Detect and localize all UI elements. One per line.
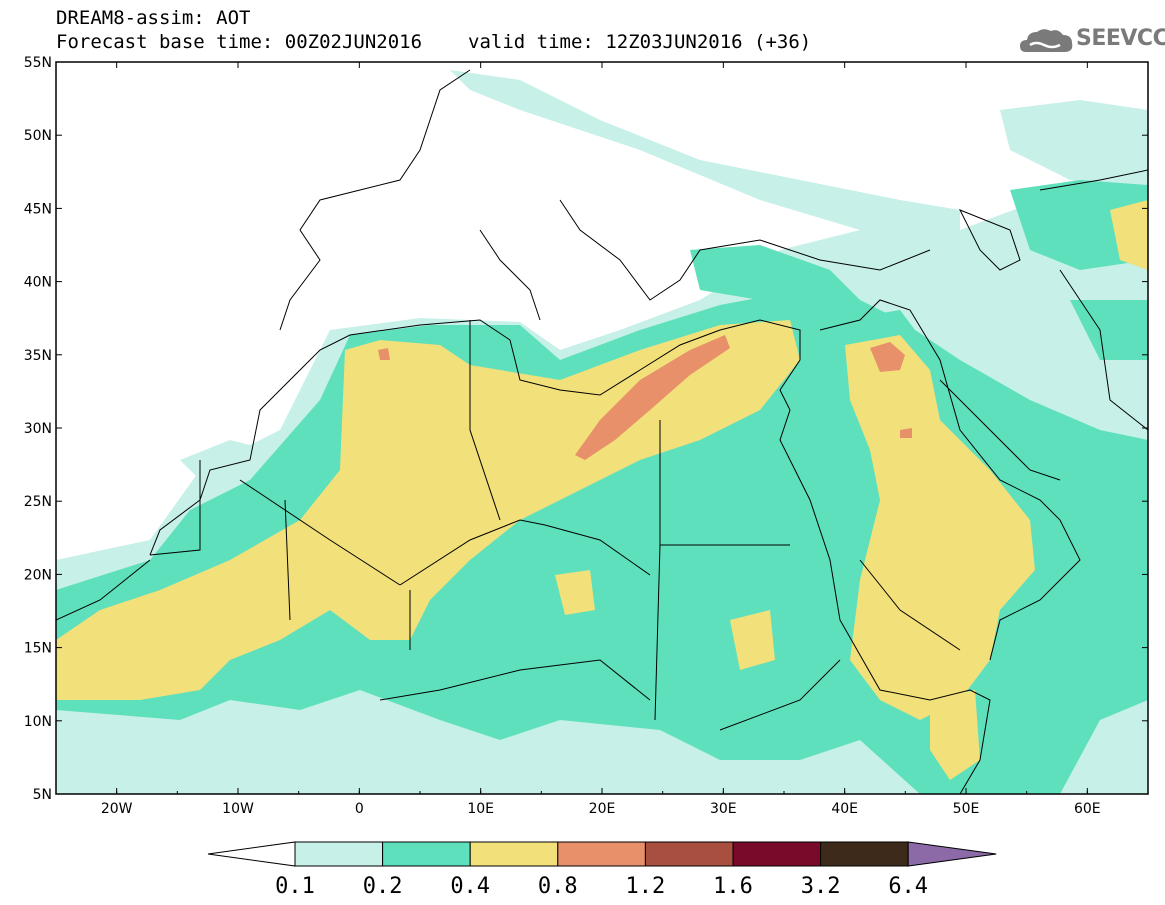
colorbar-label: 3.2 (801, 874, 841, 899)
colorbar-label: 6.4 (888, 874, 928, 899)
lon-label: 50E (953, 801, 980, 817)
colorbar: 0.1 0.2 0.4 0.8 1.2 1.6 3.2 6.4 (207, 841, 997, 899)
aot-field (56, 70, 1148, 794)
lat-label: 20N (24, 567, 52, 583)
lon-label: 10W (222, 801, 254, 817)
cloud-icon (1020, 29, 1073, 52)
colorbar-swatch (644, 841, 734, 867)
colorbar-label: 0.8 (538, 874, 578, 899)
colorbar-label: 0.4 (450, 874, 490, 899)
valid-time: valid time: 12Z03JUN2016 (+36) (468, 31, 812, 53)
lat-label: 25N (24, 494, 52, 510)
colorbar-label: 0.2 (363, 874, 403, 899)
colorbar-lower-arrow (207, 841, 296, 867)
lat-label: 10N (24, 714, 52, 730)
colorbar-label: 1.6 (713, 874, 753, 899)
lat-label: 30N (24, 421, 52, 437)
lat-label: 15N (24, 641, 52, 657)
logo-text: SEEVCCC (1076, 26, 1165, 51)
lon-label: 30E (710, 801, 737, 817)
lon-label: 10E (467, 801, 494, 817)
colorbar-swatch (557, 841, 646, 867)
base-time: Forecast base time: 00Z02JUN2016 (56, 31, 423, 53)
lon-label: 60E (1074, 801, 1101, 817)
lon-label: 20W (101, 801, 133, 817)
colorbar-swatch (382, 841, 471, 867)
lat-label: 55N (24, 55, 52, 71)
colorbar-label: 1.2 (626, 874, 666, 899)
colorbar-label: 0.1 (275, 874, 315, 899)
lat-label: 40N (24, 275, 52, 291)
map-title: DREAM8-assim: AOT (56, 7, 251, 29)
lon-label: 0 (355, 801, 364, 817)
lat-label: 35N (24, 348, 52, 364)
lon-label: 20E (589, 801, 616, 817)
coastlines (56, 69, 1148, 794)
latitude-axis: 55N 50N 45N 40N 35N 30N 25N 20N 15N 10N 5N (24, 55, 1148, 803)
lat-label: 5N (33, 787, 52, 803)
longitude-axis: 20W 10W 0 10E 20E 30E 40E 50E 60E (55, 62, 1149, 817)
seevccc-logo: SEEVCCC (1018, 24, 1165, 58)
colorbar-swatch (469, 841, 559, 867)
lon-label: 40E (831, 801, 858, 817)
forecast-times: Forecast base time: 00Z02JUN2016 valid ti… (56, 31, 811, 53)
colorbar-swatch (820, 841, 909, 867)
aot-level-0.8 (378, 335, 912, 460)
lat-label: 50N (24, 128, 52, 144)
colorbar-swatch (294, 841, 384, 867)
lat-label: 45N (24, 201, 52, 217)
colorbar-swatch (732, 841, 822, 867)
colorbar-upper-arrow (907, 841, 997, 867)
